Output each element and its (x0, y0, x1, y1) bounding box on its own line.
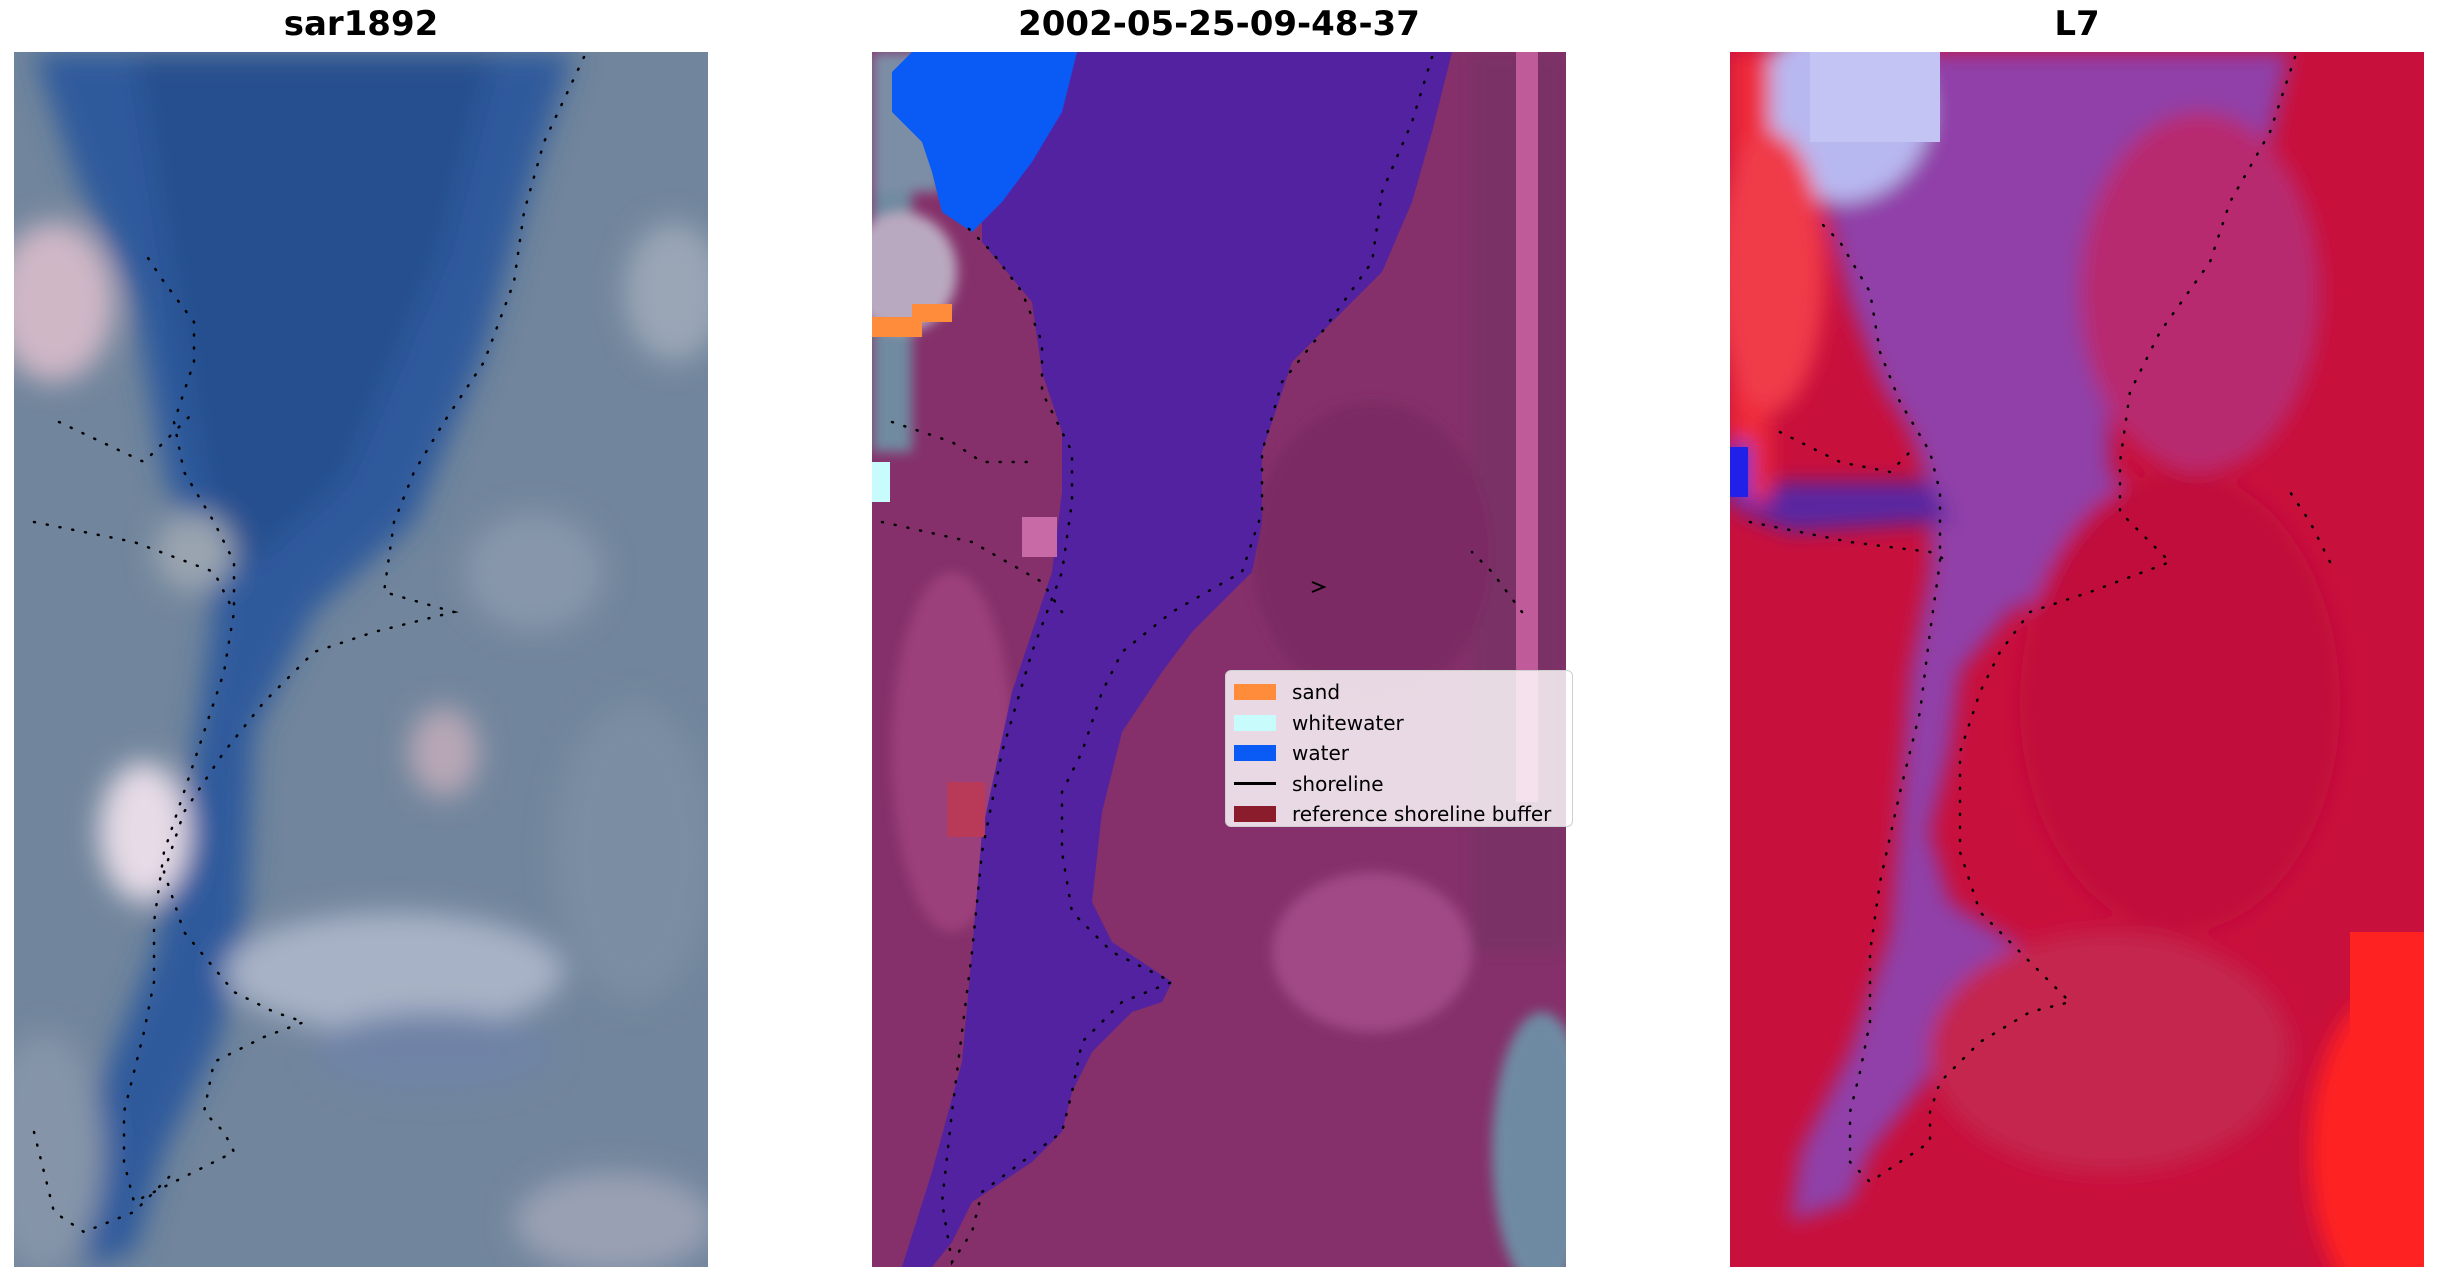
rgb-image-panel (14, 52, 708, 1267)
reference-buffer-swatch (1234, 806, 1276, 823)
legend-label: water (1292, 741, 1349, 766)
shoreline-line-sample (1234, 782, 1276, 786)
legend-label: sand (1292, 680, 1341, 705)
legend: sand whitewater water shoreline referenc… (1225, 670, 1573, 827)
sand-swatch (1234, 684, 1276, 701)
legend-label: reference shoreline buffer (1292, 802, 1552, 827)
index-image (1730, 52, 2424, 1267)
panel-title-rgb: sar1892 (283, 4, 439, 44)
water-swatch (1234, 745, 1276, 762)
classified-image-panel (872, 52, 1566, 1267)
legend-label: whitewater (1292, 710, 1404, 735)
rgb-image (14, 52, 708, 1267)
legend-item-sand: sand (1234, 677, 1564, 708)
legend-item-reference-buffer: reference shoreline buffer (1234, 799, 1564, 830)
legend-label: shoreline (1292, 771, 1384, 796)
legend-item-water: water (1234, 738, 1564, 769)
shoreline-marker (1311, 581, 1327, 593)
whitewater-swatch (1234, 714, 1276, 731)
index-image-panel (1730, 52, 2424, 1267)
classified-image (872, 52, 1566, 1267)
panel-title-index: L7 (2054, 4, 2100, 44)
legend-item-shoreline: shoreline (1234, 769, 1564, 800)
legend-item-whitewater: whitewater (1234, 708, 1564, 739)
panel-title-classified: 2002-05-25-09-48-37 (1018, 4, 1420, 44)
